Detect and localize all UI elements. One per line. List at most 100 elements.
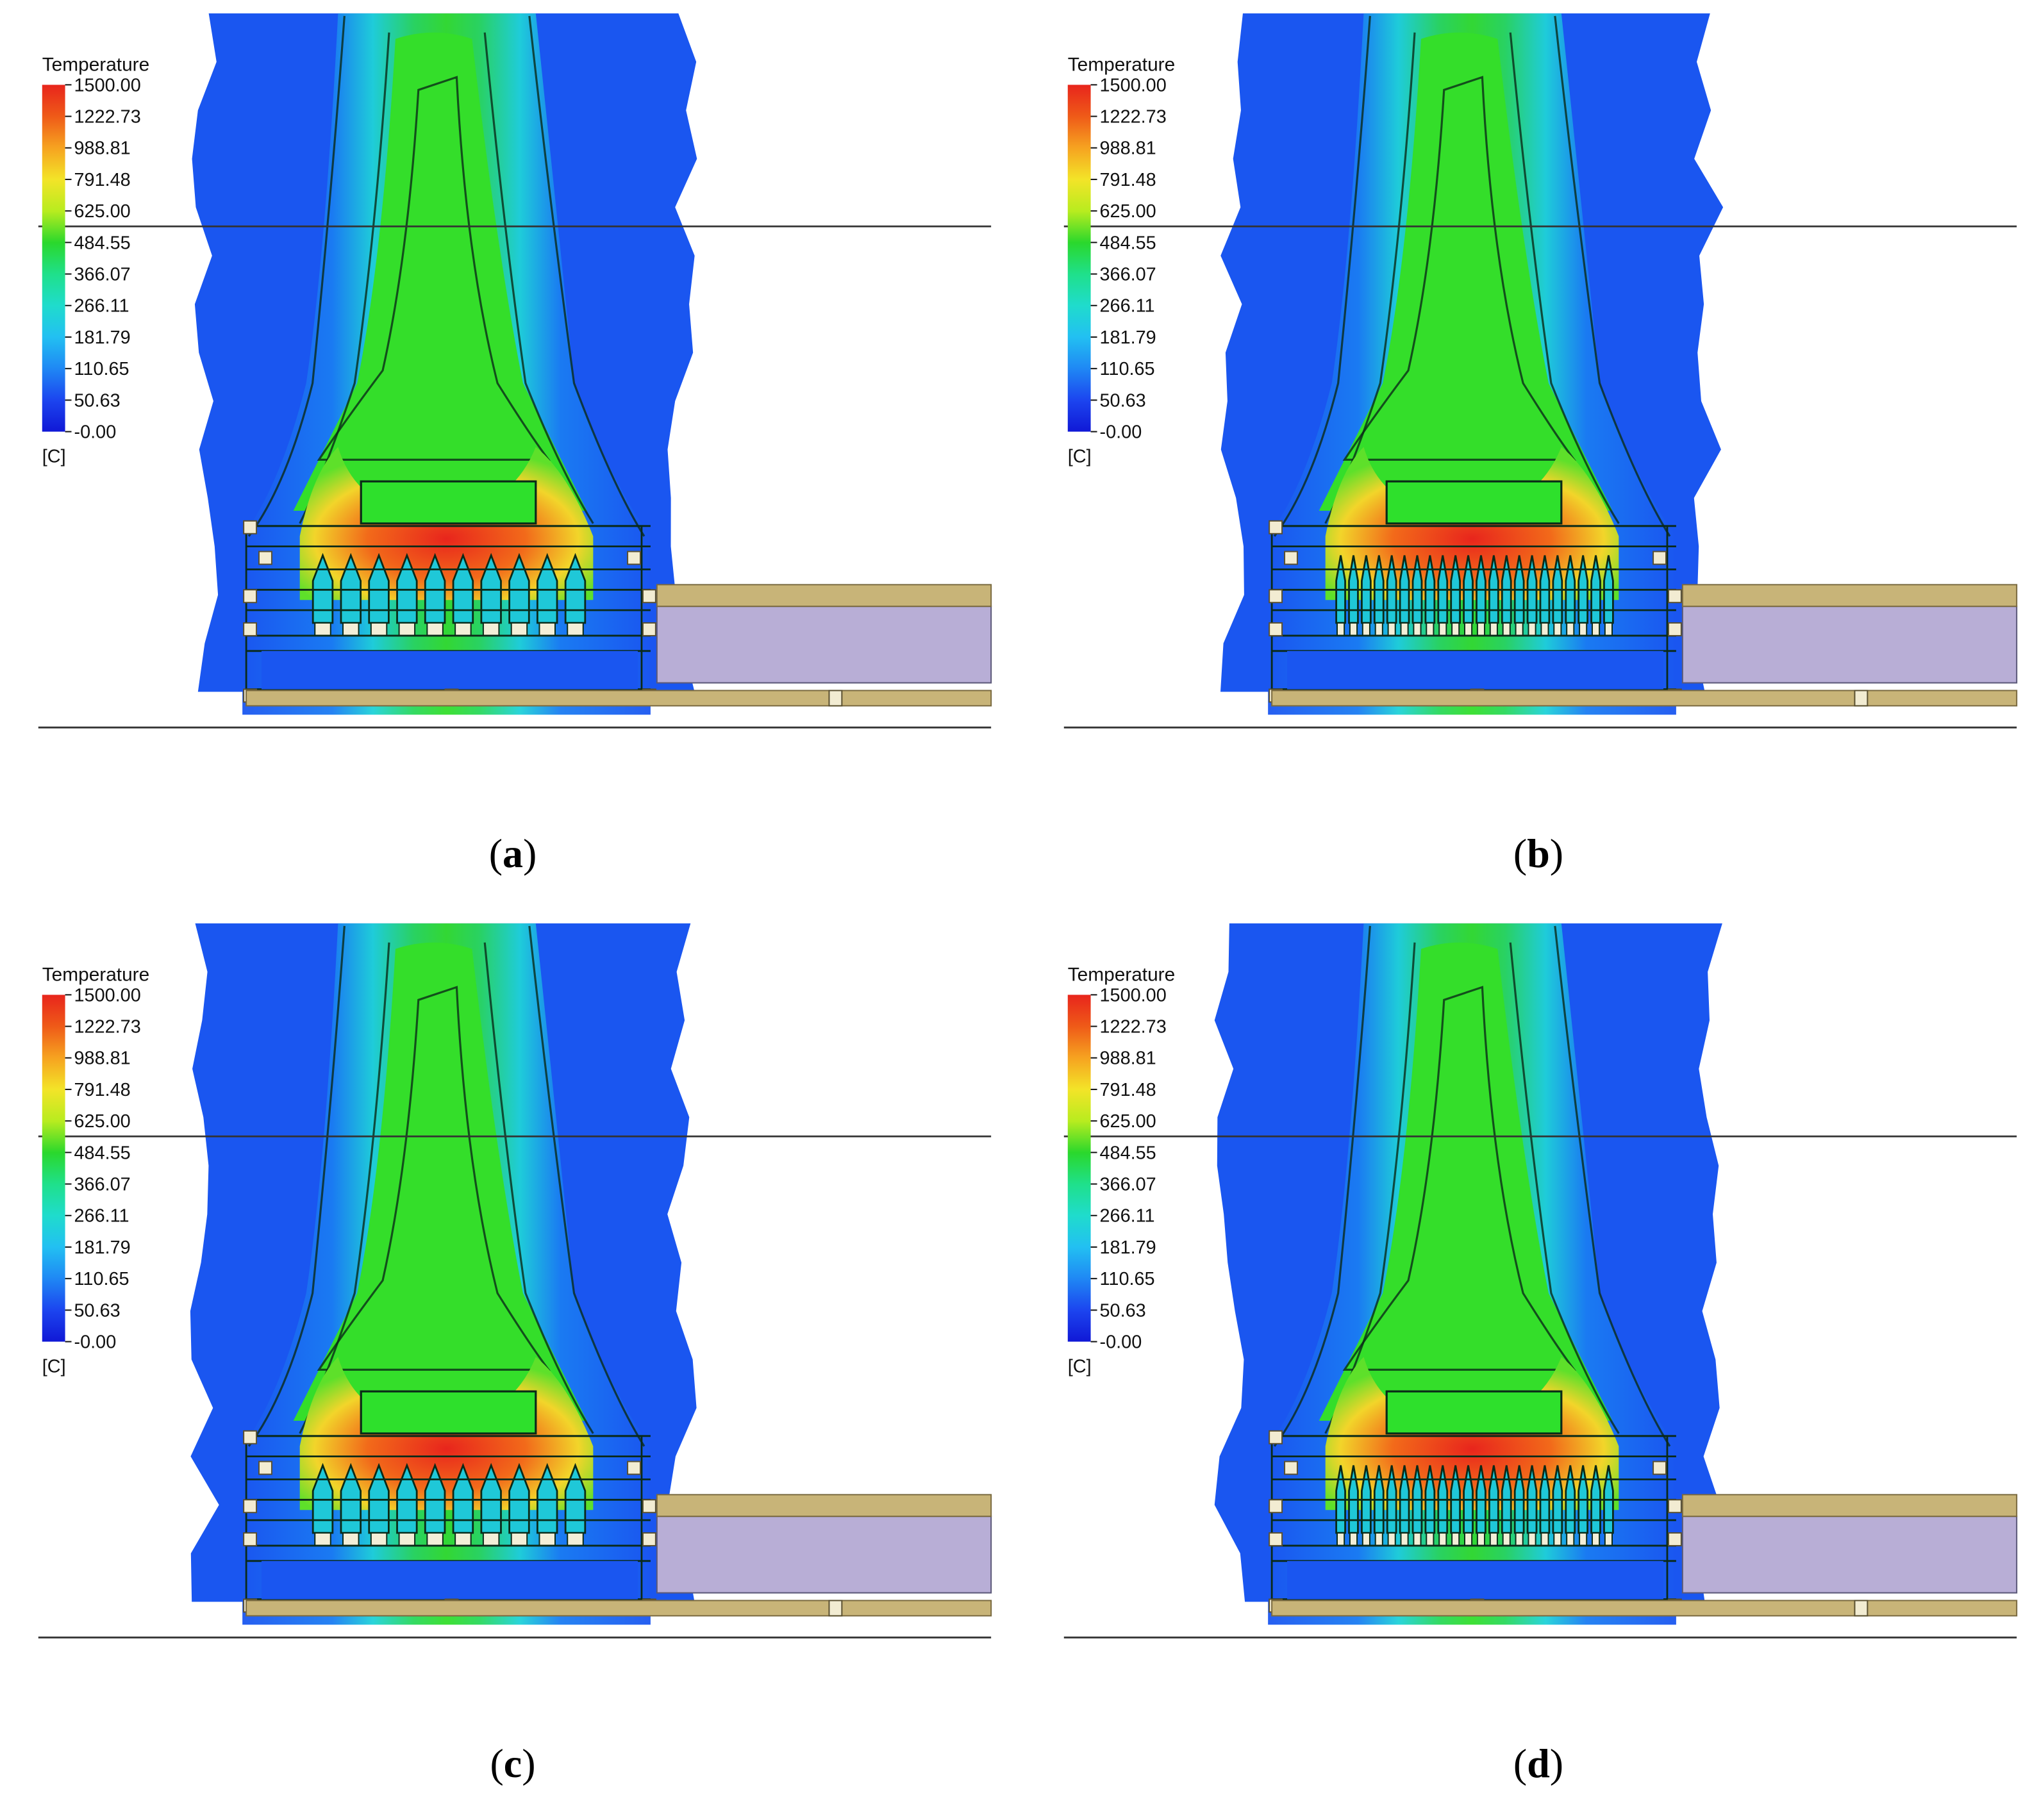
frame-node	[1653, 550, 1667, 565]
legend-tick-label: 484.55	[1100, 1143, 1156, 1163]
contour-line	[1509, 32, 1620, 524]
frame-node	[1667, 1499, 1682, 1514]
nozzle-tip	[1463, 622, 1473, 636]
nozzle-tip	[1566, 622, 1575, 636]
legend-tick-label: 181.79	[74, 1237, 131, 1258]
legend-tick-label: 625.00	[1100, 1111, 1156, 1132]
legend-title: Temperature	[1068, 964, 1175, 985]
frame-node	[1269, 1499, 1283, 1514]
nozzle-tip	[1451, 622, 1460, 636]
legend-tick-label: 988.81	[1100, 138, 1156, 159]
side-plate	[656, 1516, 992, 1594]
frame-node	[1854, 690, 1869, 707]
frame-node	[642, 589, 656, 604]
legend-tick-label: 366.07	[1100, 1175, 1156, 1195]
legend-tick-label: 366.07	[74, 265, 131, 285]
legend-unit: [C]	[1068, 1356, 1092, 1377]
nozzle-tip	[1579, 622, 1588, 636]
caption-d: (d)	[1513, 1741, 1564, 1786]
legend-tick-label: 50.63	[1100, 390, 1146, 411]
contour-line	[247, 15, 345, 537]
frame-node	[1854, 1600, 1869, 1617]
nozzle-tip	[1476, 1532, 1486, 1546]
nozzle-tip	[1438, 622, 1447, 636]
panel-c: Temperature 1500.00 1222.73 988.81 791.48 625…	[13, 910, 1013, 1820]
nozzle-tip	[1387, 622, 1396, 636]
frame-node	[1667, 589, 1682, 604]
nozzle-tip	[1604, 1532, 1613, 1546]
panel-b: Temperature 1500.00 1222.73 988.81 791.48 625…	[1038, 0, 2023, 910]
legend-tick-label: 625.00	[74, 201, 131, 222]
nozzle-tip	[342, 622, 360, 636]
legend-tick-label: 110.65	[74, 1269, 129, 1289]
legend-unit: [C]	[42, 1356, 66, 1377]
caption-a: (a)	[488, 831, 537, 876]
legend-colorbar	[42, 85, 65, 432]
legend-tick-label: 366.07	[1100, 265, 1156, 285]
frame-node	[243, 1499, 258, 1514]
legend-unit: [C]	[42, 446, 66, 467]
lower-chamber	[262, 650, 638, 690]
base-beam	[1271, 1600, 2018, 1617]
nozzle-tip	[1400, 622, 1409, 636]
frame-node	[1667, 1532, 1682, 1546]
nozzle-tip	[1413, 622, 1422, 636]
nozzle-tip	[1515, 622, 1524, 636]
nozzle-tip	[482, 622, 500, 636]
contour-line	[1342, 986, 1576, 1371]
nozzle-tip	[482, 1532, 500, 1546]
frame-node	[243, 1430, 258, 1444]
frame-node	[258, 1460, 272, 1475]
legend-tick-label: 988.81	[74, 1048, 131, 1069]
lower-chamber	[1287, 650, 1663, 690]
nozzle-tip	[1426, 1532, 1435, 1546]
frame-node	[243, 589, 258, 604]
frame-node	[1269, 1430, 1283, 1444]
legend-title: Temperature	[42, 54, 149, 75]
heat-shield-block	[1385, 1390, 1563, 1435]
nozzle-tip	[454, 1532, 472, 1546]
frame-node	[1284, 550, 1298, 565]
frame-node	[258, 550, 272, 565]
nozzle-tip	[1579, 1532, 1588, 1546]
frame-node	[243, 622, 258, 636]
caption-b: (b)	[1513, 831, 1564, 876]
nozzle-tip	[1528, 622, 1536, 636]
legend-colorbar	[1067, 85, 1091, 432]
legend-tick-label: 1500.00	[1100, 985, 1167, 1005]
legend-tick-label: 791.48	[74, 1080, 131, 1100]
frame-node	[642, 622, 656, 636]
nozzle-tip	[1387, 1532, 1396, 1546]
upper-beam	[1681, 1494, 2018, 1518]
frame-node	[1269, 622, 1283, 636]
frame-node	[1269, 1532, 1283, 1546]
legend-tick-label: 110.65	[74, 359, 129, 379]
frame-node	[627, 550, 641, 565]
legend-tick-label: 791.48	[74, 170, 131, 190]
contour-line	[317, 986, 551, 1371]
nozzle-tip	[454, 622, 472, 636]
contour-line	[1554, 15, 1671, 537]
legend-tick-label: 791.48	[1100, 1080, 1156, 1100]
legend-tick-label: 266.11	[1100, 296, 1155, 317]
legend-tick-label: 484.55	[1100, 233, 1156, 253]
nozzle-tip	[1591, 1532, 1601, 1546]
legend-tick-label: 1500.00	[74, 985, 141, 1005]
nozzle-tip	[1400, 1532, 1409, 1546]
nozzle-tip	[1489, 622, 1498, 636]
legend-tick-label: 988.81	[1100, 1048, 1156, 1069]
frame-node	[243, 1532, 258, 1546]
nozzle-tip	[314, 622, 331, 636]
nozzle-tip	[1374, 1532, 1383, 1546]
contour-line	[1509, 942, 1620, 1434]
side-plate	[1681, 606, 2018, 684]
nozzle-tip	[510, 622, 528, 636]
nozzle-tip	[1426, 622, 1435, 636]
frame-node	[642, 1499, 656, 1514]
upper-beam	[1681, 584, 2018, 608]
legend-tick-label: 625.00	[1100, 201, 1156, 222]
legend-title: Temperature	[42, 964, 149, 985]
